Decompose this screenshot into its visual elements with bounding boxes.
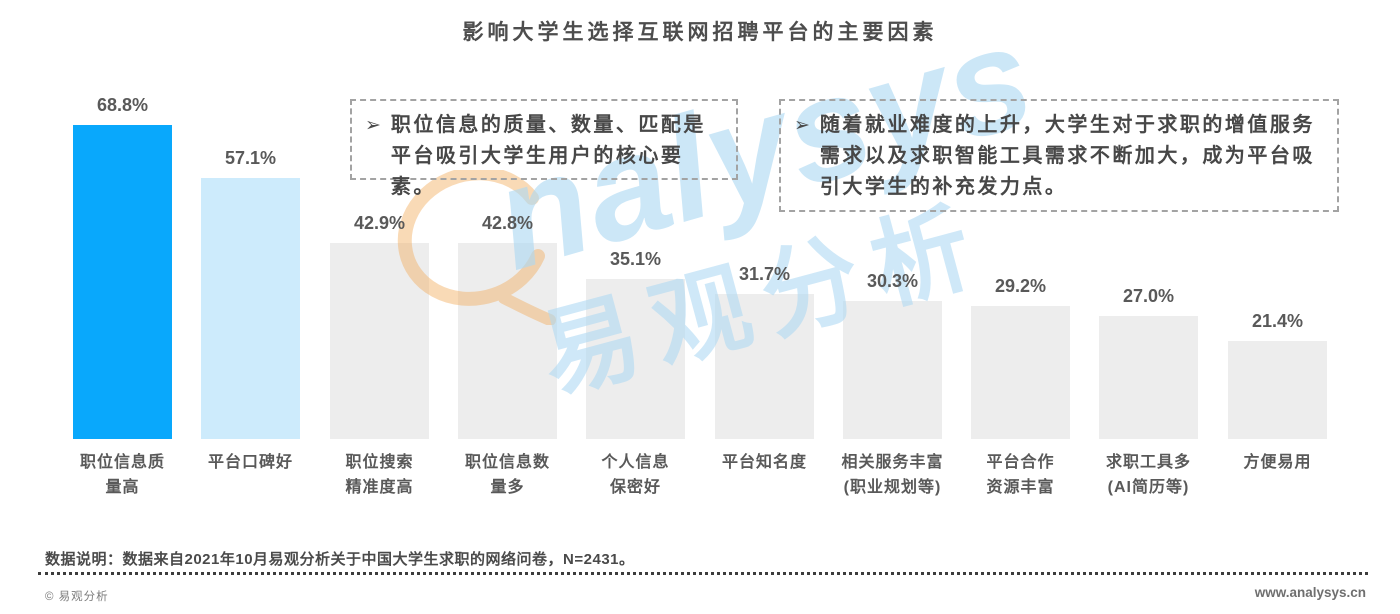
bar xyxy=(201,178,300,439)
bar xyxy=(1228,341,1327,439)
bar-value-label: 57.1% xyxy=(224,148,277,168)
website-link[interactable]: www.analysys.cn xyxy=(1254,585,1366,600)
bar-category-label: 平台合作 资源丰富 xyxy=(986,454,1055,496)
bar-category-label: 个人信息 保密好 xyxy=(601,454,670,496)
bar xyxy=(586,279,685,439)
dotted-separator xyxy=(38,572,1368,575)
bar-category-label: 相关服务丰富 (职业规划等) xyxy=(841,454,944,496)
bar-category-label: 方便易用 xyxy=(1243,454,1312,471)
bar xyxy=(458,243,557,439)
bar-value-label: 42.8% xyxy=(481,213,534,233)
bar-value-label: 31.7% xyxy=(738,264,791,284)
bar xyxy=(715,294,814,439)
callout-core-factors: ➢ 职位信息的质量、数量、匹配是 平台吸引大学生用户的核心要素。 xyxy=(350,99,738,198)
bar-category-label: 求职工具多 (AI简历等) xyxy=(1105,454,1191,496)
callout-core-factors-text: 职位信息的质量、数量、匹配是 平台吸引大学生用户的核心要素。 xyxy=(390,114,706,198)
bar-value-label: 21.4% xyxy=(1251,311,1304,331)
bar-category-label: 职位信息质 量高 xyxy=(79,454,165,496)
arrow-bullet-icon: ➢ xyxy=(365,115,381,136)
bar-value-label: 27.0% xyxy=(1122,286,1175,306)
bar xyxy=(971,306,1070,439)
copyright-text: © 易观分析 xyxy=(45,591,109,603)
bar-value-label: 35.1% xyxy=(609,249,662,269)
data-source-note: 数据说明：数据来自2021年10月易观分析关于中国大学生求职的网络问卷，N=24… xyxy=(45,551,635,568)
bar-category-label: 职位信息数 量多 xyxy=(464,454,550,496)
chart-title: 影响大学生选择互联网招聘平台的主要因素 xyxy=(462,21,938,44)
bar-category-label: 职位搜索 精准度高 xyxy=(345,454,414,496)
bar-category-label: 平台知名度 xyxy=(721,454,807,471)
bar-category-label: 平台口碑好 xyxy=(207,454,293,471)
callout-value-services: ➢ 随着就业难度的上升，大学生对于求职的增值服务 需求以及求职智能工具需求不断加… xyxy=(779,99,1339,212)
bar xyxy=(73,125,172,439)
bar-value-label: 42.9% xyxy=(353,213,406,233)
callout-value-services-text: 随着就业难度的上升，大学生对于求职的增值服务 需求以及求职智能工具需求不断加大，… xyxy=(819,114,1315,198)
bar xyxy=(330,243,429,439)
arrow-bullet-icon: ➢ xyxy=(794,115,810,136)
bar-value-label: 29.2% xyxy=(994,276,1047,296)
bar-value-label: 30.3% xyxy=(866,271,919,291)
bar xyxy=(1099,316,1198,439)
bar xyxy=(843,301,942,439)
bar-value-label: 68.8% xyxy=(96,95,149,115)
